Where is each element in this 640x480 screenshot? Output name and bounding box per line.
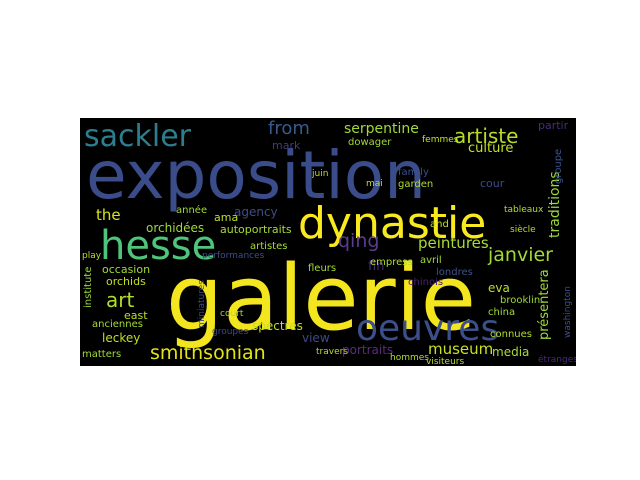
word-the: the <box>96 206 121 224</box>
word-exposition: exposition <box>86 137 426 214</box>
word-artiste: artiste <box>454 124 519 148</box>
word-view: view <box>302 331 330 345</box>
word-hesse: hesse <box>100 223 217 269</box>
word-annee: année <box>176 205 208 216</box>
word-mai: mai <box>366 179 383 189</box>
word-cour: cour <box>480 177 505 190</box>
word-leckey: leckey <box>102 331 141 345</box>
word-washington: washington <box>563 286 573 338</box>
word-orchidees: orchidées <box>146 221 205 235</box>
word-serpentine: serpentine <box>344 121 419 137</box>
word-juin: juin <box>312 169 329 179</box>
word-portraits: portraits <box>342 343 394 357</box>
word-janvier: janvier <box>488 244 553 266</box>
word-londres: londres <box>436 267 473 278</box>
word-media: media <box>492 345 530 359</box>
word-oeuvres: oeuvres <box>356 308 500 349</box>
word-and: and <box>430 219 449 230</box>
word-chinois: chinois <box>408 277 444 288</box>
word-empress: empress <box>370 257 413 268</box>
word-orchids: orchids <box>106 275 146 288</box>
word-performances: performances <box>202 251 265 261</box>
word-china: china <box>488 307 516 318</box>
word-travers: travers <box>316 347 348 357</box>
word-dynastie: dynastie <box>298 198 487 249</box>
word-dowager: dowager <box>348 137 392 148</box>
word-groupe: groupe <box>553 148 564 184</box>
word-spectres: spectres <box>252 319 303 333</box>
word-groupes: groupes <box>212 327 249 337</box>
word-culture: culture <box>468 141 514 156</box>
word-ama: ama <box>214 211 239 224</box>
word-brooklin: brooklin <box>500 295 541 306</box>
word-family: family <box>398 167 429 178</box>
word-sackler: sackler <box>84 119 192 154</box>
word-connues: connues <box>490 329 532 340</box>
word-etranges: étranges <box>538 355 576 365</box>
word-mark: mark <box>272 139 301 152</box>
word-artistes: artistes <box>250 241 288 252</box>
word-tableaux: tableaux <box>504 205 544 215</box>
word-museum: museum <box>428 340 494 358</box>
word-femmes: femmes <box>422 135 459 145</box>
word-presentera: présentera <box>537 269 552 340</box>
word-agency: agency <box>234 205 278 219</box>
word-avril: avril <box>420 255 442 266</box>
word-miniatures: miniatures <box>197 280 207 328</box>
word-eva: eva <box>488 281 510 295</box>
word-anciennes: anciennes <box>92 319 143 330</box>
word-fleurs: fleurs <box>308 263 337 274</box>
word-fin: fin <box>368 259 385 274</box>
word-visiteurs: visiteurs <box>426 357 465 367</box>
word-autoportraits: autoportraits <box>220 223 292 236</box>
word-qing: qing <box>338 230 380 252</box>
word-galerie: galerie <box>166 246 477 351</box>
word-art: art <box>106 288 135 312</box>
word-from: from <box>268 118 310 139</box>
word-play: play <box>82 251 102 261</box>
word-partir: partir <box>538 119 569 132</box>
word-siecle: siècle <box>510 225 536 235</box>
word-occasion: occasion <box>102 263 151 276</box>
word-institute: institute <box>83 266 94 308</box>
word-matters: matters <box>82 349 122 360</box>
word-east: east <box>124 309 148 322</box>
word-smithsonian: smithsonian <box>150 342 266 364</box>
word-cloud: exposition galerie dynastie hesse sackle… <box>80 118 576 366</box>
word-court: court <box>220 309 244 319</box>
word-hommes: hommes <box>390 353 429 363</box>
word-peintures: peintures <box>418 234 489 252</box>
word-garden: garden <box>398 179 434 190</box>
